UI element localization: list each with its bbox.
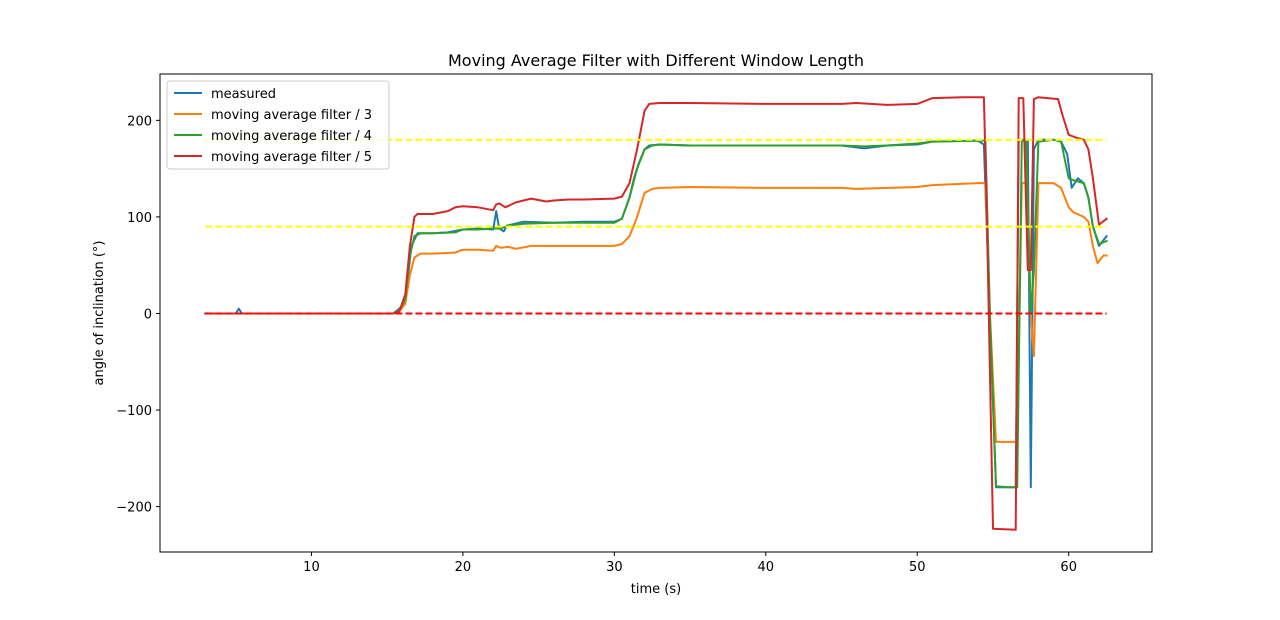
legend: measured moving average filter / 3 movin… — [166, 80, 390, 170]
series-line-ma3 — [204, 182, 1108, 443]
series-line-ma5 — [204, 96, 1109, 531]
legend-label-ma5: moving average filter / 5 — [211, 150, 372, 165]
legend-label-measured: measured — [211, 87, 276, 102]
legend-label-ma4: moving average filter / 4 — [211, 129, 372, 144]
y-tick-label: 100 — [127, 211, 152, 226]
y-tick-label: 0 — [144, 307, 152, 322]
y-tick-label: −100 — [116, 404, 152, 419]
x-axis-ticks: 10 20 30 40 50 60 — [303, 552, 1077, 575]
y-tick-label: −200 — [116, 501, 152, 516]
y-axis-label: angle of inclination (°) — [92, 241, 107, 386]
y-tick-label: 200 — [127, 114, 152, 129]
x-tick-label: 40 — [758, 560, 775, 575]
legend-box — [166, 80, 390, 170]
x-tick-label: 20 — [455, 560, 472, 575]
x-tick-label: 10 — [303, 560, 320, 575]
x-axis-label: time (s) — [631, 582, 681, 597]
y-axis-ticks: −200 −100 0 100 200 — [116, 114, 160, 516]
x-tick-label: 50 — [909, 560, 926, 575]
chart-title: Moving Average Filter with Different Win… — [448, 51, 864, 70]
x-tick-label: 60 — [1060, 560, 1077, 575]
legend-label-ma3: moving average filter / 3 — [211, 108, 372, 123]
x-tick-label: 30 — [606, 560, 623, 575]
